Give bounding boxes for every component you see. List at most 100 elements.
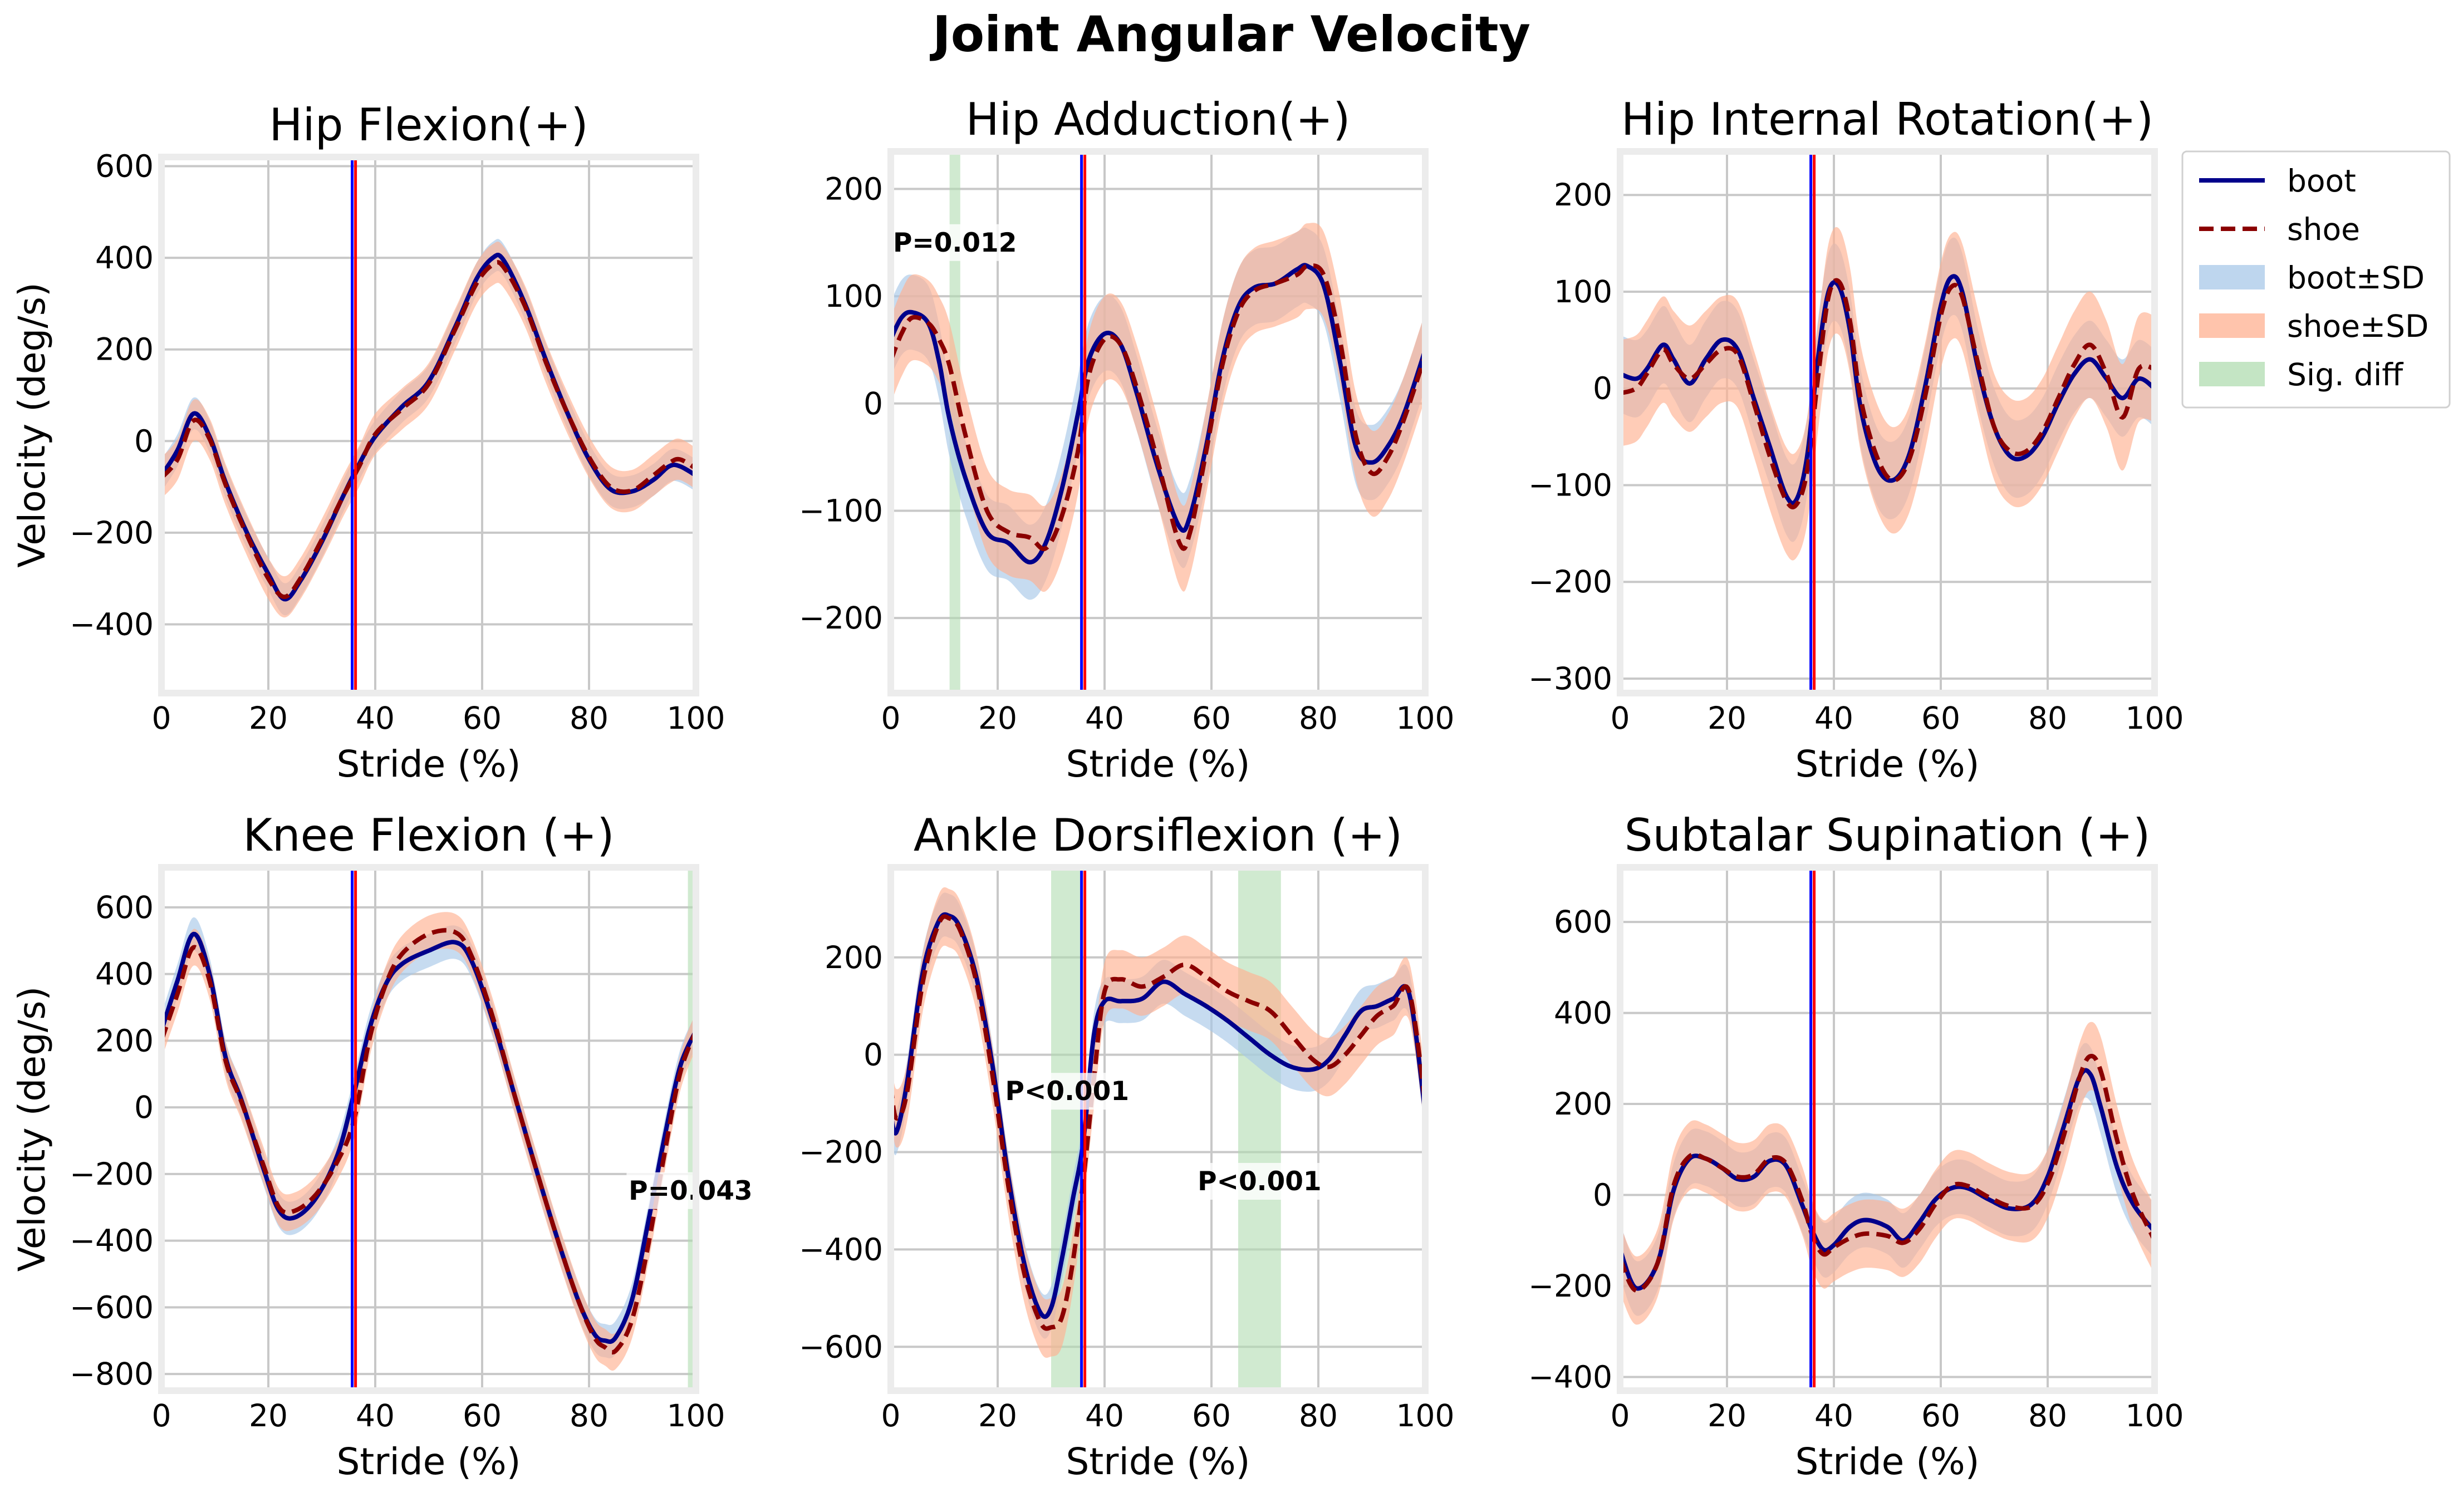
x-tick-label: 80 (1299, 1398, 1338, 1434)
x-tick-label: 40 (1085, 700, 1124, 736)
x-axis-label: Stride (%) (337, 743, 521, 786)
panel-hip-flexion: 0 20 40 60 80 100 −400 −200 0 200 400 600 Hip Flexio… (11, 99, 725, 786)
x-tick-label: 100 (667, 1398, 725, 1434)
x-axis-label: Stride (%) (1066, 1440, 1250, 1483)
axes-frame (887, 148, 1429, 696)
y-tick-label: 100 (1554, 274, 1612, 310)
y-tick-label: 200 (95, 332, 154, 367)
x-tick-label: 60 (463, 700, 502, 736)
legend-swatch-boot-sd (2199, 265, 2265, 289)
x-tick-label: 60 (1192, 700, 1231, 736)
y-tick-label: −100 (799, 493, 883, 528)
plot-content (891, 151, 1425, 693)
subplot-title: Hip Flexion(+) (269, 99, 588, 151)
x-tick-label: 0 (1611, 700, 1630, 736)
shoe-series-line (161, 928, 696, 1355)
plot-content (1620, 151, 2155, 693)
x-tick-label: 60 (1921, 1398, 1960, 1434)
legend-label-shoe-sd: shoe±SD (2287, 308, 2428, 344)
y-tick-label: −200 (799, 600, 883, 636)
x-tick-label: 40 (1085, 1398, 1124, 1434)
x-tick-label: 80 (2028, 700, 2067, 736)
y-tick-label: 400 (95, 240, 154, 276)
y-tick-label: −600 (70, 1289, 154, 1325)
shoe-sd-band (1620, 227, 2155, 561)
figure-title: Joint Angular Velocity (930, 6, 1530, 63)
y-tick-label: 0 (863, 386, 883, 421)
y-tick-label: −200 (70, 515, 154, 551)
y-tick-label: −100 (1528, 467, 1612, 503)
panel-knee-flexion: P=0.043 0 20 40 60 80 100 −800 −600 −400 −200 0 200 4… (11, 809, 755, 1483)
y-tick-label: −400 (70, 607, 154, 642)
annotation-box (1195, 1163, 1324, 1200)
x-tick-label: 40 (356, 700, 395, 736)
x-tick-label: 40 (1814, 1398, 1853, 1434)
x-tick-label: 20 (978, 700, 1017, 736)
y-tick-label: 200 (825, 940, 883, 975)
y-axis-label: Velocity (deg/s) (11, 282, 53, 567)
panel-hip-adduction: P=0.012 0 20 40 60 80 100 −200 −100 0 100 200 Hip Ad… (799, 94, 1455, 786)
boot-series-line (891, 912, 1425, 1319)
shoe-series-line (891, 914, 1425, 1331)
x-tick-label: 0 (152, 700, 171, 736)
x-tick-label: 20 (1708, 700, 1746, 736)
legend-label-shoe: shoe (2287, 212, 2360, 247)
x-tick-label: 80 (570, 1398, 609, 1434)
plot-content (1620, 867, 2155, 1391)
y-tick-label: −200 (799, 1135, 883, 1170)
y-tick-label: 0 (1593, 1177, 1612, 1213)
annotation-box (626, 1172, 755, 1209)
annotation-p-value: P<0.001 (1198, 1166, 1322, 1197)
x-tick-label: 80 (1299, 700, 1338, 736)
x-tick-label: 40 (1814, 700, 1853, 736)
x-tick-label: 0 (152, 1398, 171, 1434)
x-axis-label: Stride (%) (1066, 743, 1250, 786)
y-tick-label: −200 (1528, 1268, 1612, 1304)
y-tick-label: 600 (95, 890, 154, 925)
y-tick-label: 600 (95, 148, 154, 184)
y-tick-label: −400 (70, 1223, 154, 1259)
axes-frame (887, 864, 1429, 1394)
y-tick-label: 200 (1554, 1086, 1612, 1122)
y-tick-label: 200 (825, 171, 883, 207)
x-tick-label: 20 (249, 700, 288, 736)
y-tick-label: 0 (134, 1089, 154, 1125)
y-tick-label: 400 (1554, 995, 1612, 1031)
x-axis-label: Stride (%) (337, 1440, 521, 1483)
x-tick-label: 100 (2126, 700, 2184, 736)
x-tick-label: 80 (2028, 1398, 2067, 1434)
y-tick-label: −400 (799, 1231, 883, 1267)
x-tick-label: 60 (1192, 1398, 1231, 1434)
y-tick-label: 600 (1554, 904, 1612, 940)
panel-ankle-dorsiflexion: P<0.001 P<0.001 0 20 40 60 80 100 −600 −400 −200 0 2… (799, 809, 1455, 1483)
plot-content (161, 867, 696, 1391)
axes-frame (158, 864, 699, 1394)
y-tick-label: 0 (1593, 371, 1612, 406)
legend-swatch-shoe-sd (2199, 313, 2265, 338)
shoe-series-line (1620, 1054, 2155, 1293)
shoe-series-line (891, 263, 1425, 551)
shoe-sd-band (891, 223, 1425, 592)
x-axis-label: Stride (%) (1795, 1440, 1980, 1483)
subplot-title: Hip Internal Rotation(+) (1621, 94, 2153, 145)
x-tick-label: 40 (356, 1398, 395, 1434)
x-tick-label: 20 (249, 1398, 288, 1434)
y-tick-label: 400 (95, 956, 154, 992)
annotation-p-value: P=0.043 (629, 1176, 753, 1206)
x-tick-label: 100 (1396, 700, 1455, 736)
y-tick-label: 100 (825, 278, 883, 314)
legend: boot shoe boot±SD shoe±SD Sig. diff (2181, 150, 2451, 409)
annotation-box (1003, 1073, 1131, 1110)
y-tick-label: −400 (1528, 1359, 1612, 1395)
y-tick-label: −200 (70, 1156, 154, 1192)
y-tick-label: −600 (799, 1329, 883, 1364)
y-tick-label: 200 (1554, 177, 1612, 213)
x-tick-label: 100 (2126, 1398, 2184, 1434)
legend-label-sig-diff: Sig. diff (2287, 357, 2403, 392)
y-tick-label: −200 (1528, 564, 1612, 600)
subplot-title: Subtalar Supination (+) (1625, 809, 2151, 861)
legend-box (2181, 150, 2451, 409)
annotation-box (891, 224, 1019, 261)
shoe-series-line (1620, 278, 2155, 509)
